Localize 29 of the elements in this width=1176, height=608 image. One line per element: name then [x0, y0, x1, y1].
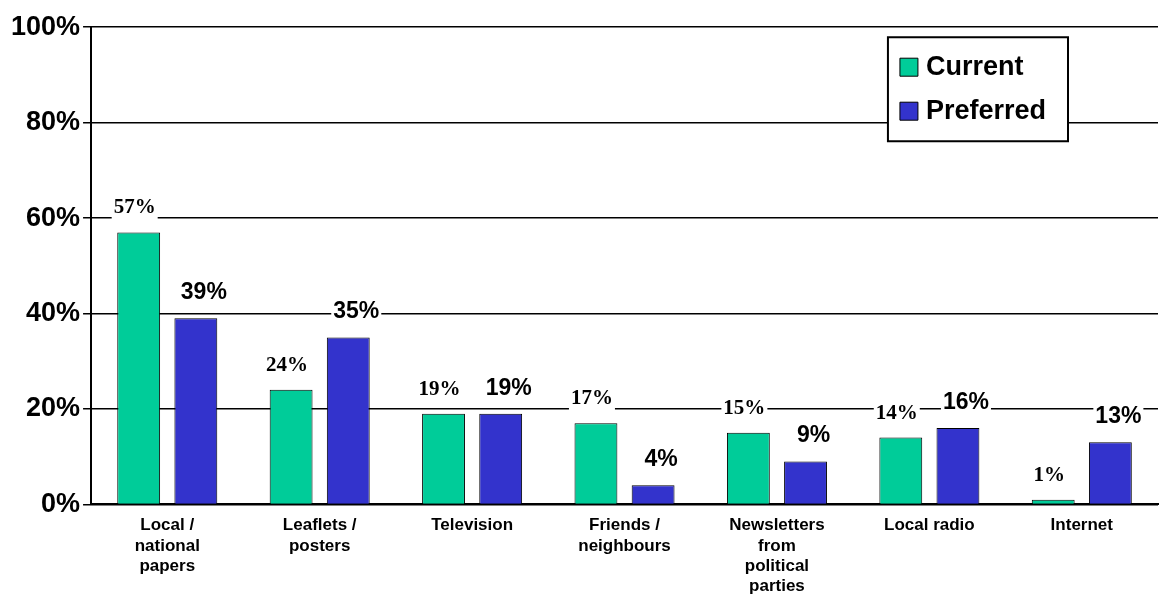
- x-tick-label: Television: [431, 515, 514, 535]
- data-label: 15%: [723, 394, 766, 419]
- data-label: 16%: [942, 387, 989, 414]
- data-label: 19%: [418, 375, 461, 400]
- data-label: 13%: [1095, 402, 1142, 429]
- legend-label: Current: [925, 50, 1024, 81]
- y-tick-label: 80%: [26, 106, 81, 137]
- data-label: 1%: [1033, 461, 1065, 486]
- data-label: 17%: [570, 385, 613, 410]
- x-tick-label: Local / national papers: [134, 515, 200, 576]
- data-label: 4%: [644, 445, 678, 472]
- data-label: 39%: [180, 278, 227, 305]
- y-tick-label: 20%: [26, 392, 81, 423]
- data-label: 9%: [796, 421, 831, 448]
- y-tick-label: 100%: [10, 10, 81, 41]
- legend-label: Preferred: [925, 94, 1047, 125]
- x-tick-label: Local radio: [884, 515, 975, 535]
- y-tick-label: 0%: [41, 487, 81, 518]
- y-tick-label: 40%: [26, 296, 81, 327]
- x-tick-label: Friends / neighbours: [578, 515, 671, 555]
- data-label: 35%: [333, 297, 380, 324]
- x-tick-label: Newsletters from political parties: [729, 515, 825, 596]
- x-tick-label: Leaflets / posters: [282, 515, 357, 555]
- data-label: 14%: [875, 399, 918, 424]
- data-label: 19%: [485, 373, 532, 400]
- y-tick-label: 60%: [26, 201, 81, 232]
- x-tick-label: Internet: [1050, 515, 1114, 535]
- data-label: 24%: [266, 351, 309, 376]
- data-label: 57%: [113, 194, 156, 219]
